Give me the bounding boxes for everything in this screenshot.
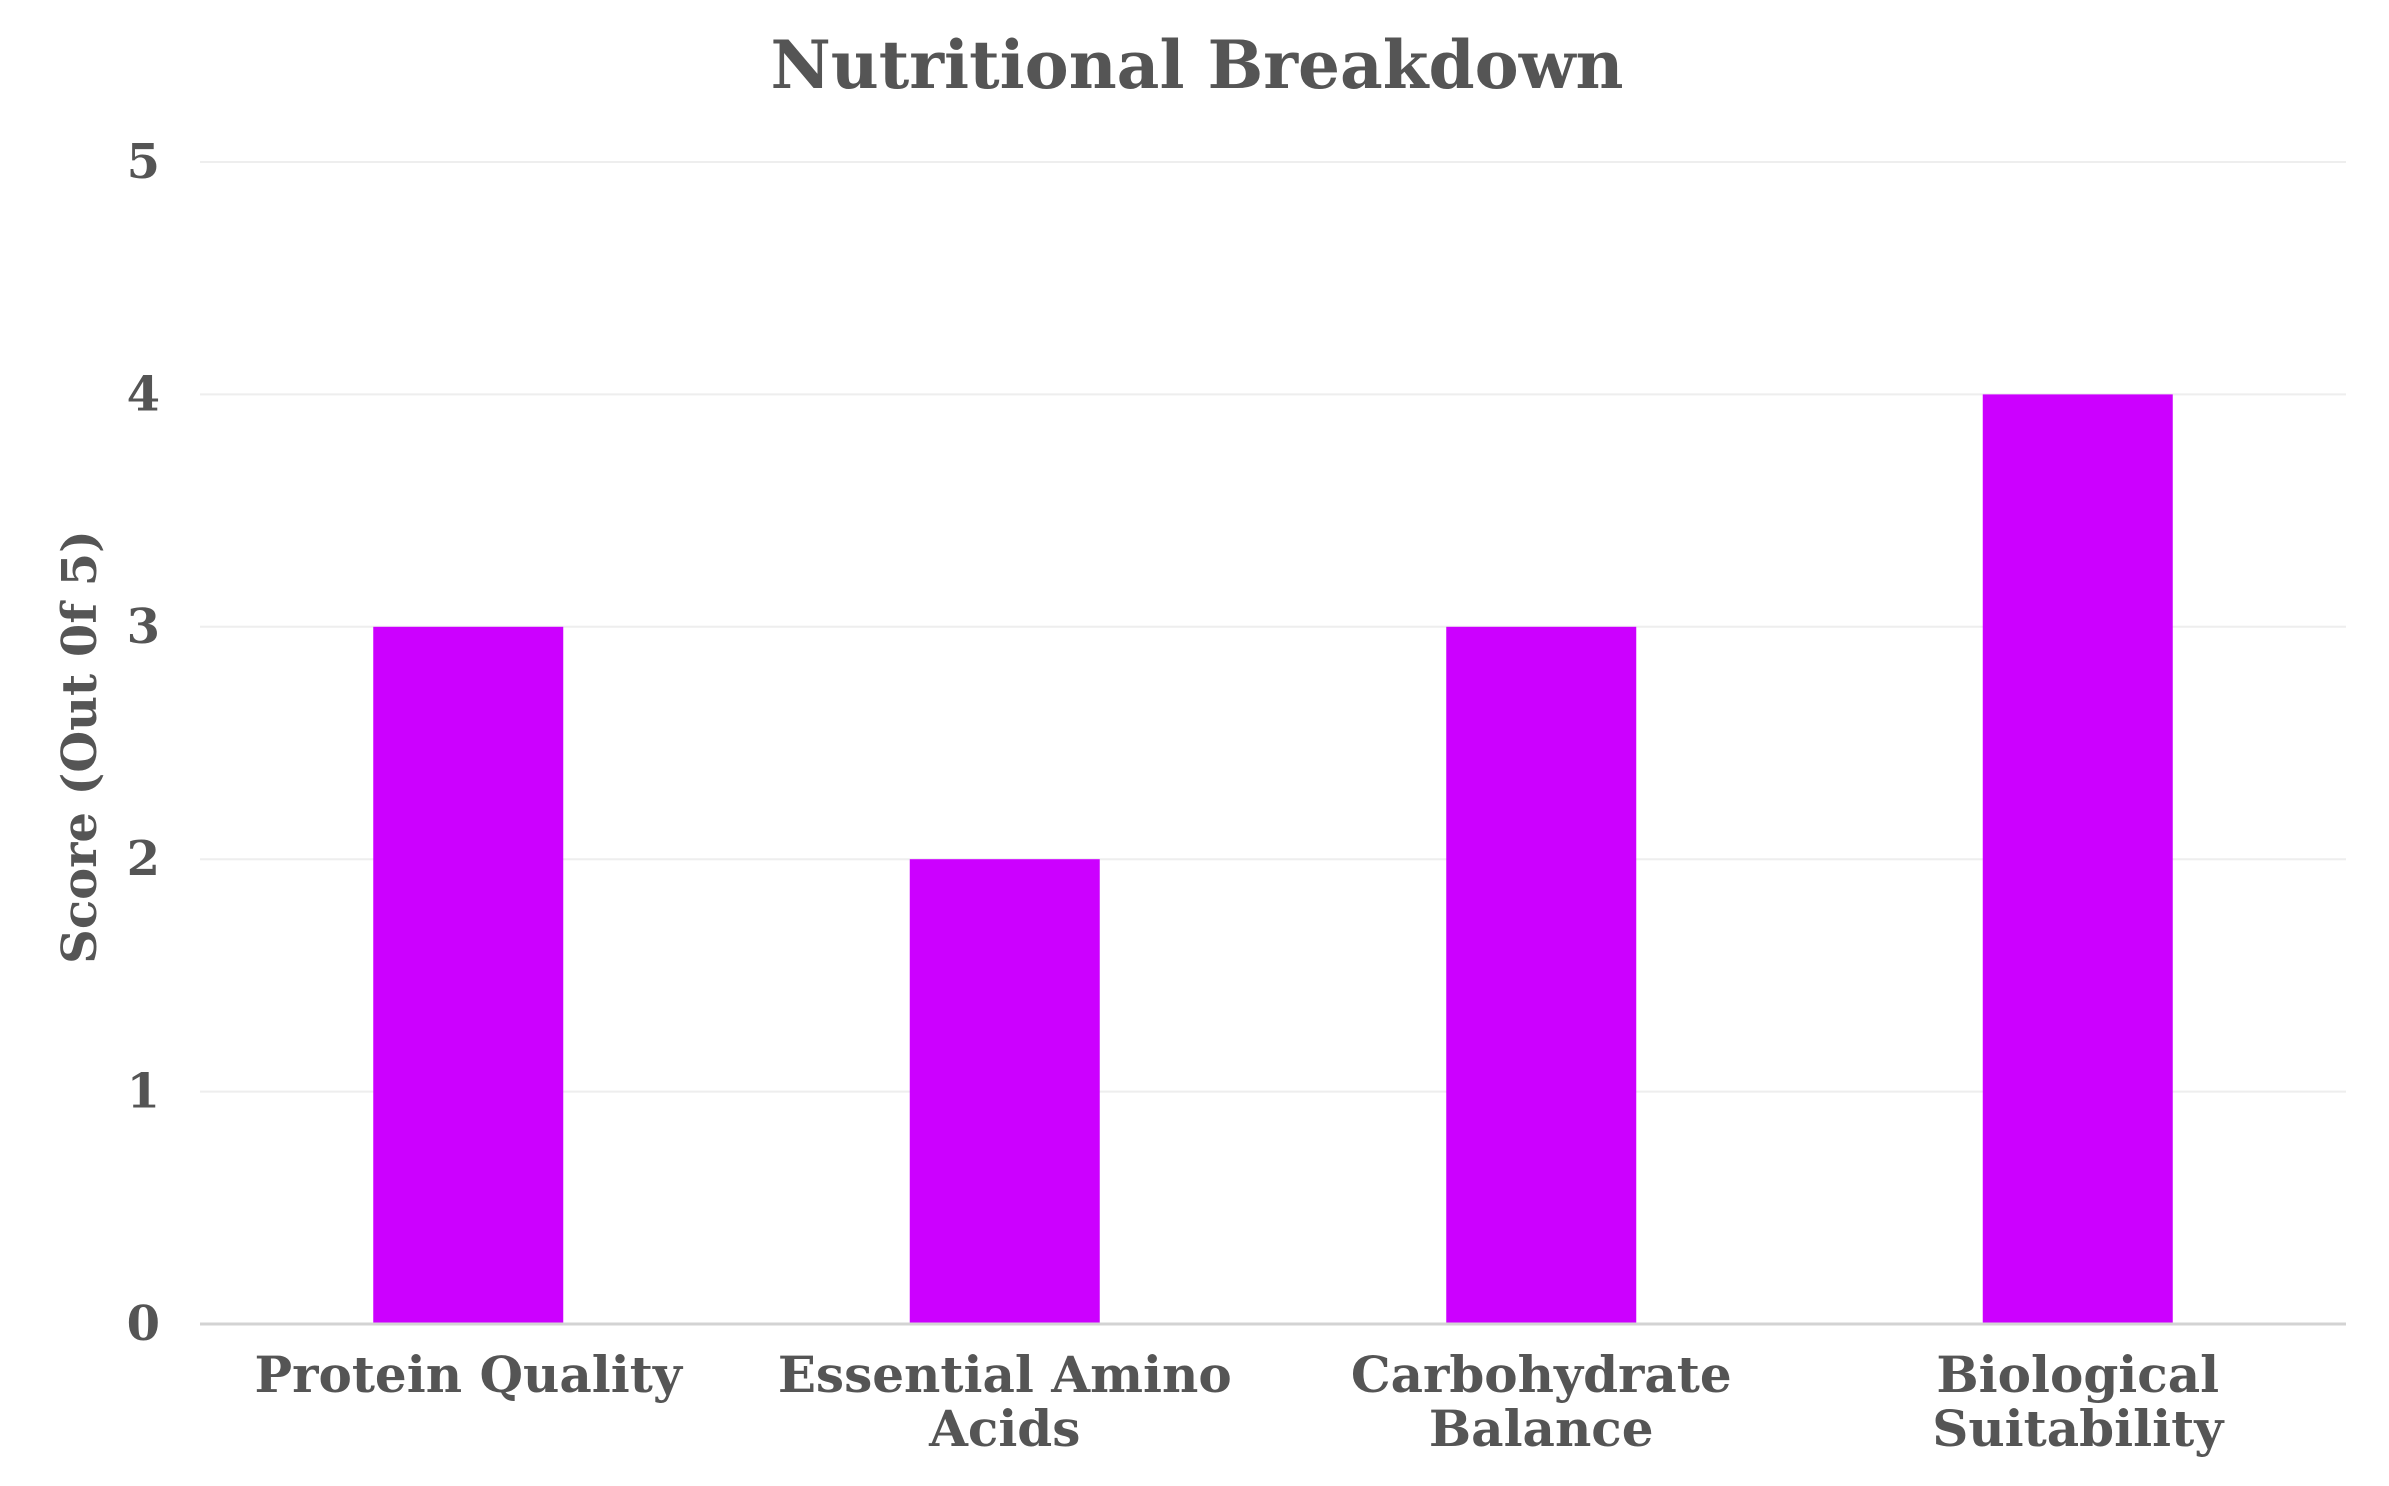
bar xyxy=(909,859,1100,1324)
x-axis-ticks: Protein Quality Essential Amino Acids Carbo… xyxy=(255,1345,2226,1458)
x-tick-label: Biological Suitability xyxy=(1932,1345,2225,1458)
chart-title: Nutritional Breakdown xyxy=(770,26,1623,104)
bars xyxy=(373,394,2173,1324)
y-tick-label: 1 xyxy=(127,1064,160,1120)
y-tick-label: 2 xyxy=(127,831,160,887)
y-tick-label: 5 xyxy=(127,134,160,190)
x-tick-label-line: Acids xyxy=(928,1399,1080,1458)
y-axis-ticks: 0 1 2 3 4 5 xyxy=(127,134,160,1352)
x-tick-label: Carbohydrate Balance xyxy=(1351,1345,1732,1458)
y-tick-label: 0 xyxy=(127,1296,160,1352)
x-tick-label-line: Carbohydrate xyxy=(1351,1345,1732,1404)
bar xyxy=(373,626,564,1324)
bar xyxy=(1446,626,1637,1324)
x-tick-label-line: Suitability xyxy=(1932,1399,2225,1458)
x-tick-label-line: Biological xyxy=(1936,1345,2219,1404)
x-tick-label: Protein Quality xyxy=(255,1345,684,1404)
x-tick-label: Essential Amino Acids xyxy=(778,1345,1232,1458)
bar xyxy=(1982,394,2173,1324)
y-tick-label: 4 xyxy=(127,366,160,422)
x-tick-label-line: Protein Quality xyxy=(255,1345,684,1404)
y-tick-label: 3 xyxy=(127,599,160,655)
x-tick-label-line: Balance xyxy=(1429,1399,1654,1458)
y-axis-title: Score (Out 0f 5) xyxy=(52,530,108,964)
x-tick-label-line: Essential Amino xyxy=(778,1345,1232,1404)
